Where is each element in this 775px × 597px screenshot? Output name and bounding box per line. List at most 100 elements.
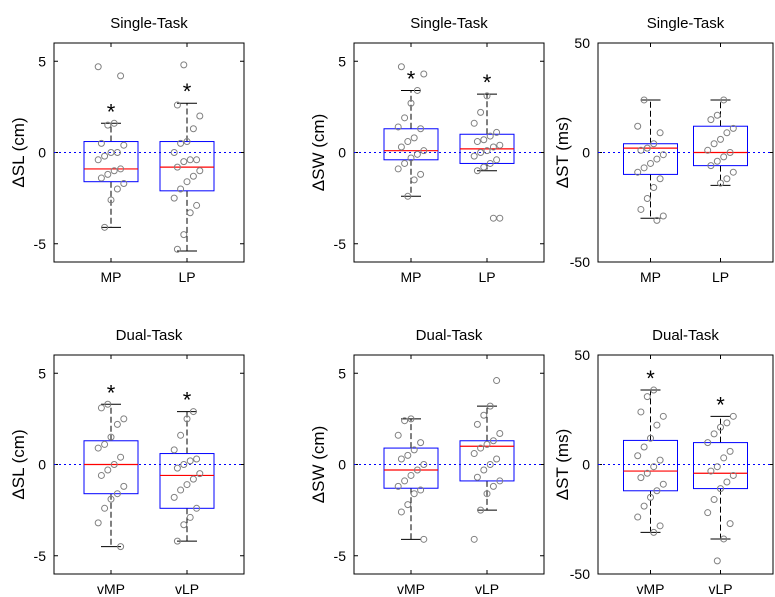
data-point [413, 150, 421, 158]
data-point [104, 400, 112, 408]
data-point [726, 149, 734, 156]
y-tick-label: 0 [338, 145, 346, 161]
y-tick-label: 0 [38, 457, 46, 473]
data-point [489, 214, 497, 222]
data-point [637, 474, 645, 482]
data-point [170, 194, 178, 202]
y-tick-label: 5 [38, 53, 46, 69]
data-point [410, 134, 418, 142]
data-point [656, 175, 664, 183]
data-point [496, 214, 504, 222]
data-point [101, 440, 109, 448]
data-point [640, 443, 648, 451]
data-point [640, 96, 648, 104]
data-point [659, 212, 667, 220]
data-point [394, 482, 402, 490]
data-point [647, 159, 654, 167]
data-point [647, 434, 654, 442]
data-point [404, 138, 412, 146]
data-point [107, 196, 115, 204]
chart-panel: Single-Task ΔSL (cm) 5 0 -5 MP LP * * [9, 15, 245, 285]
data-point [417, 125, 425, 133]
chart-title: Dual-Task [116, 327, 183, 344]
data-point [480, 136, 488, 144]
data-point [496, 141, 504, 149]
data-point [634, 168, 642, 176]
data-point [101, 504, 109, 512]
data-point [729, 471, 737, 479]
data-point [173, 464, 181, 472]
data-point [117, 72, 125, 80]
data-point [110, 119, 118, 127]
data-point [704, 509, 712, 517]
x-tick-label: MP [640, 269, 661, 285]
data-point [180, 521, 188, 529]
data-point [713, 111, 721, 119]
iqr-box [159, 141, 215, 192]
y-axis-label: ΔST (ms) [553, 429, 572, 500]
data-point [659, 151, 667, 159]
data-point [477, 444, 485, 452]
data-point [193, 455, 201, 463]
data-point [720, 153, 728, 161]
data-point [720, 535, 728, 543]
data-point [417, 170, 425, 178]
data-point [117, 453, 125, 461]
data-point [397, 455, 405, 463]
data-point [486, 132, 494, 140]
data-point [483, 490, 491, 498]
data-point [196, 167, 204, 175]
data-point [401, 114, 409, 122]
data-point [173, 163, 181, 171]
data-point [177, 185, 185, 193]
data-point [420, 70, 428, 78]
data-point [480, 466, 488, 474]
data-point [407, 154, 415, 162]
data-point [104, 170, 112, 178]
data-point [117, 543, 125, 551]
data-point [113, 420, 121, 428]
data-point [177, 486, 185, 494]
data-point [97, 471, 105, 479]
data-point [110, 167, 118, 175]
data-point [193, 201, 201, 209]
data-point [483, 147, 491, 155]
data-point [643, 469, 651, 477]
data-point [653, 421, 661, 429]
data-point [97, 139, 105, 147]
y-tick-label: 5 [38, 365, 46, 381]
data-point [637, 408, 645, 416]
data-point [704, 146, 712, 154]
significance-star: * [716, 392, 725, 417]
data-point [180, 158, 188, 166]
data-point [401, 477, 409, 485]
data-point [720, 96, 728, 104]
data-point [647, 493, 654, 501]
x-tick-label: LP [178, 269, 195, 285]
x-tick-label: vLP [175, 581, 199, 597]
data-point [107, 433, 115, 441]
data-point [726, 520, 734, 528]
data-point [397, 143, 405, 151]
data-point [489, 482, 497, 490]
data-point [659, 480, 667, 488]
data-point [470, 152, 478, 160]
significance-star: * [183, 79, 192, 104]
y-tick-label: -50 [570, 566, 590, 582]
data-point [183, 138, 191, 146]
data-point [637, 146, 645, 154]
data-point [183, 481, 191, 489]
data-point [656, 129, 664, 137]
data-point [704, 439, 712, 447]
iqr-box [383, 128, 439, 161]
data-point [634, 513, 642, 521]
x-tick-label: LP [712, 269, 729, 285]
y-axis-label: ΔSL (cm) [9, 117, 28, 187]
data-point [407, 415, 415, 423]
data-point [107, 495, 115, 503]
significance-star: * [483, 70, 492, 95]
data-point [493, 377, 501, 385]
data-point [401, 417, 409, 425]
data-point [117, 165, 125, 173]
data-point [643, 144, 651, 152]
